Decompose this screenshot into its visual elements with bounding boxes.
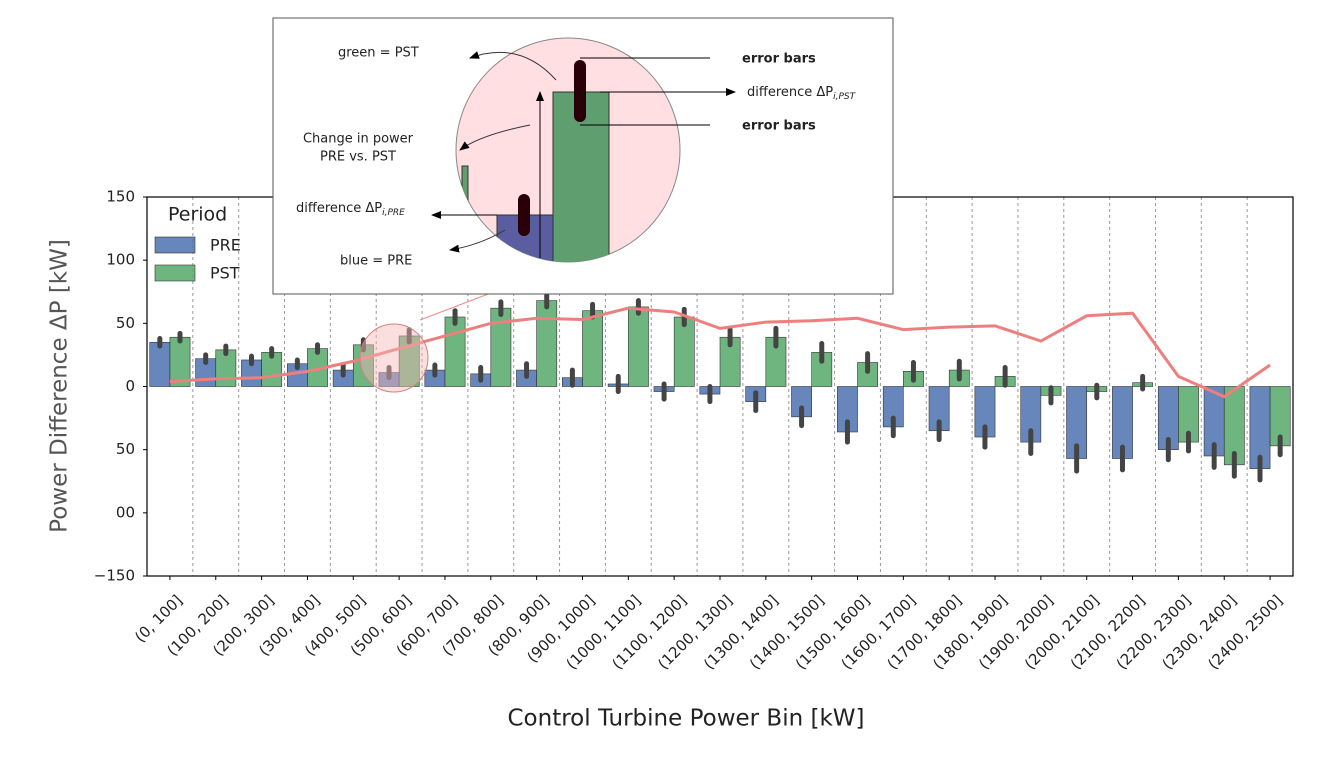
annotation-text: difference ΔP <box>296 201 382 216</box>
trend-line <box>169 306 1271 399</box>
legend-swatch <box>154 236 196 254</box>
legend-label: PST <box>210 264 240 283</box>
y-tick-label: −150 <box>94 567 135 585</box>
y-axis-title: Power Difference ΔP [kW] <box>47 239 73 533</box>
x-axis-title: Control Turbine Power Bin [kW] <box>508 706 865 732</box>
annotation: difference ΔPi,PRE <box>296 201 405 218</box>
y-tick-label: 00 <box>116 503 135 521</box>
legend-swatch <box>154 264 196 282</box>
annotation: difference ΔPi,PST <box>747 85 857 102</box>
annotation: PRE vs. PST <box>320 150 396 165</box>
arrow <box>469 51 557 81</box>
legend-label: PRE <box>210 236 241 255</box>
legend: Period PRE PST <box>154 204 241 283</box>
bar <box>149 341 171 387</box>
annotation: green = PST <box>338 46 419 61</box>
inset: green = PST error bars error bars Change… <box>272 17 894 393</box>
annotation-text: difference ΔP <box>747 85 833 100</box>
bar <box>444 316 466 387</box>
y-tick-label: 50 <box>116 314 135 332</box>
y-tick-label: 100 <box>106 251 135 269</box>
annotation-sub: i,PST <box>833 92 857 102</box>
annotation: error bars <box>742 52 816 67</box>
y-tick-label: 150 <box>106 188 135 206</box>
y-tick-label: 50 <box>116 440 135 458</box>
annotation: error bars <box>742 119 816 134</box>
zoom-circle-small <box>359 323 429 393</box>
bar <box>536 300 558 387</box>
annotation: Change in power <box>303 132 414 147</box>
annotation: blue = PRE <box>340 254 412 269</box>
legend-title: Period <box>168 204 227 226</box>
arrow <box>449 229 506 253</box>
annotation-sub: i,PRE <box>382 208 405 218</box>
bar <box>490 307 512 387</box>
bar <box>628 306 649 387</box>
arrow <box>459 124 531 151</box>
y-tick-label: 0 <box>125 377 135 395</box>
bar <box>673 316 695 387</box>
bar <box>582 310 603 387</box>
